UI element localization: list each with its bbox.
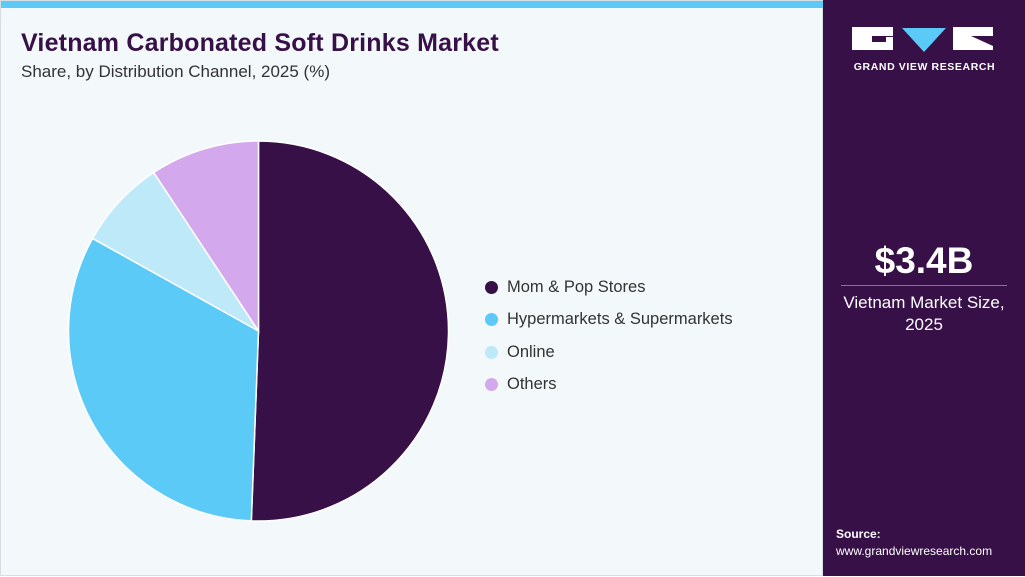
legend-swatch xyxy=(485,345,498,359)
source-link[interactable]: www.grandviewresearch.com xyxy=(836,544,993,558)
legend-item: Others xyxy=(485,369,733,402)
pie-slice-mom-pop-stores xyxy=(250,140,450,522)
legend-swatch xyxy=(485,313,498,327)
pie-chart xyxy=(67,140,450,522)
chart-panel: Vietnam Carbonated Soft Drinks Market Sh… xyxy=(0,0,824,576)
sidebar: GRAND VIEW RESEARCH $3.4B Vietnam Market… xyxy=(823,0,1025,576)
legend-label: Hypermarkets & Supermarkets xyxy=(507,310,733,329)
logo-text: GRAND VIEW RESEARCH xyxy=(853,61,996,73)
legend-item: Mom & Pop Stores xyxy=(485,271,733,304)
logo-mark-icon xyxy=(852,27,993,52)
pie-slice-hypermarkets-supermarkets xyxy=(67,237,260,522)
accent-bar xyxy=(1,1,824,8)
pie-slice-others xyxy=(152,140,260,334)
source: Source: www.grandviewresearch.com xyxy=(836,526,992,560)
chart-subtitle: Share, by Distribution Channel, 2025 (%) xyxy=(21,62,330,81)
legend-label: Online xyxy=(507,342,555,361)
gvr-logo: GRAND VIEW RESEARCH xyxy=(852,27,997,73)
legend-label: Others xyxy=(507,375,557,394)
legend-swatch xyxy=(485,378,498,392)
legend: Mom & Pop Stores Hypermarkets & Supermark… xyxy=(485,271,733,401)
source-label: Source: xyxy=(836,527,881,541)
legend-item: Hypermarkets & Supermarkets xyxy=(485,304,733,337)
divider xyxy=(841,285,1007,286)
chart-title: Vietnam Carbonated Soft Drinks Market xyxy=(21,29,499,57)
legend-label: Mom & Pop Stores xyxy=(507,277,646,296)
market-size-label: Vietnam Market Size, 2025 xyxy=(843,293,1005,334)
legend-item: Online xyxy=(485,336,733,369)
market-size-value: $3.4B xyxy=(874,240,974,281)
legend-swatch xyxy=(485,280,498,294)
